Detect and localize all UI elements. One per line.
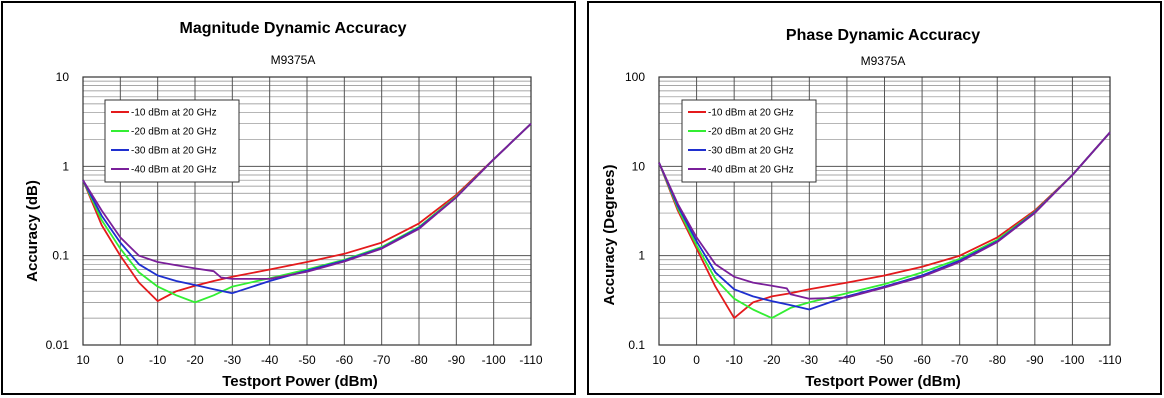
x-tick-label: -40 [261,353,279,367]
legend-entry: -20 dBm at 20 GHz [131,127,217,138]
y-axis-label: Accuracy (Degrees) [601,165,618,306]
legend-entry: -30 dBm at 20 GHz [131,146,217,157]
y-tick-label: 1 [638,249,645,263]
x-tick-label: -80 [410,353,428,367]
x-tick-label: 0 [693,353,700,367]
x-tick-label: -100 [1060,353,1084,367]
x-tick-label: -40 [838,353,856,367]
phase-chart-panel: Phase Dynamic Accuracy M9375A Testport P… [587,1,1162,395]
x-tick-label: -110 [1098,353,1121,367]
y-tick-label: 1 [62,159,69,173]
chart-title: Magnitude Dynamic Accuracy [179,20,406,37]
x-tick-label: -60 [913,353,931,367]
x-tick-label: -110 [519,353,542,367]
legend: -10 dBm at 20 GHz -20 dBm at 20 GHz -30 dB… [681,99,817,183]
x-tick-label: -50 [298,353,316,367]
x-tick-label: -20 [186,353,204,367]
x-tick-label: -10 [149,353,167,367]
magnitude-chart-svg: Magnitude Dynamic Accuracy M9375A Testpo… [24,20,543,390]
x-tick-label: -90 [1026,353,1044,367]
x-tick-label: -80 [989,353,1007,367]
x-tick-label: -70 [951,353,969,367]
y-tick-label: 0.1 [628,338,645,352]
x-tick-label: -70 [373,353,391,367]
x-axis-label: Testport Power (dBm) [222,373,378,390]
x-tick-label: -50 [876,353,894,367]
x-tick-label: 0 [117,353,124,367]
y-axis-label: Accuracy (dB) [24,180,41,282]
plot-frame [658,76,1111,346]
x-axis-label: Testport Power (dBm) [805,373,961,390]
chart-subtitle: M9375A [861,54,906,68]
legend-entry: -40 dBm at 20 GHz [131,165,217,176]
x-tick-label: -30 [801,353,819,367]
legend-entry: -30 dBm at 20 GHz [708,146,794,157]
series-line [82,123,532,303]
legend-entry: -10 dBm at 20 GHz [131,108,217,119]
y-tick-label: 0.01 [46,338,70,352]
y-tick-label: 100 [625,70,645,84]
x-tick-label: -60 [336,353,354,367]
chart-title: Phase Dynamic Accuracy [786,27,980,44]
y-tick-label: 10 [632,159,646,173]
plot-frame [82,76,532,346]
x-tick-label: -10 [725,353,743,367]
magnitude-chart-panel: Magnitude Dynamic Accuracy M9375A Testpo… [1,1,576,395]
legend: -10 dBm at 20 GHz -20 dBm at 20 GHz -30 dB… [104,99,240,183]
chart-subtitle: M9375A [271,53,316,67]
legend-entry: -20 dBm at 20 GHz [708,127,794,138]
x-tick-label: -100 [482,353,506,367]
phase-chart-svg: Phase Dynamic Accuracy M9375A Testport P… [601,27,1122,390]
x-tick-label: 10 [76,353,90,367]
series-line [82,123,532,280]
x-tick-label: 10 [652,353,666,367]
legend-entry: -40 dBm at 20 GHz [708,165,794,176]
series-line [658,131,1111,300]
legend-entry: -10 dBm at 20 GHz [708,108,794,119]
grid [658,77,1111,346]
x-tick-label: -20 [763,353,781,367]
y-tick-label: 0.1 [52,249,69,263]
x-tick-label: -30 [224,353,242,367]
series-line [658,131,1111,320]
y-tick-label: 10 [56,70,70,84]
legend-box [681,99,817,183]
x-tick-label: -90 [448,353,466,367]
